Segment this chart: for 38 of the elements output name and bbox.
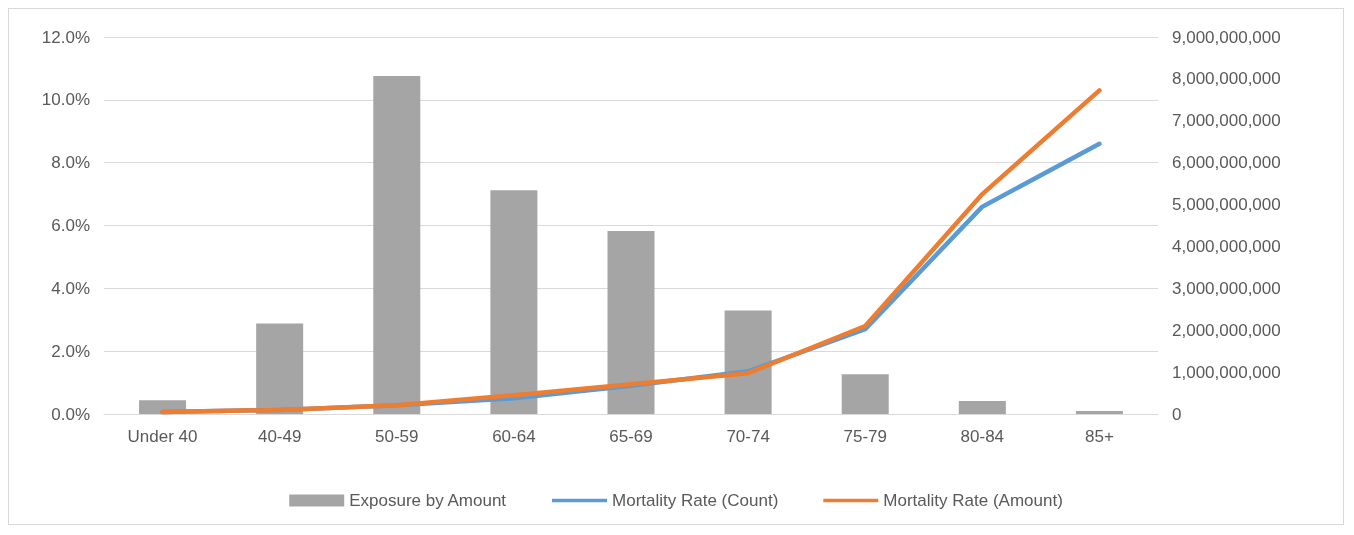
y2-tick-label: 7,000,000,000 xyxy=(1172,111,1281,131)
y2-tick-label: 4,000,000,000 xyxy=(1172,236,1281,256)
y2-tick-label: 6,000,000,000 xyxy=(1172,153,1281,173)
x-tick-label: 70-74 xyxy=(726,427,770,446)
bar xyxy=(841,374,889,414)
bar xyxy=(373,75,421,414)
x-tick-label: 50-59 xyxy=(375,427,419,446)
y-tick-label: 4.0% xyxy=(51,278,90,298)
x-tick-label: 65-69 xyxy=(609,427,653,446)
bar xyxy=(958,401,1006,414)
line-series xyxy=(160,88,1102,415)
y2-tick-label: 1,000,000,000 xyxy=(1172,362,1281,382)
y2-tick-label: 5,000,000,000 xyxy=(1172,195,1281,215)
y-tick-label: 8.0% xyxy=(51,153,90,173)
bar xyxy=(607,230,655,414)
y2-tick-label: 3,000,000,000 xyxy=(1172,278,1281,298)
x-tick-label: 40-49 xyxy=(257,427,302,446)
y-tick-label: 6.0% xyxy=(51,216,90,235)
y2-tick-label: 0 xyxy=(1172,404,1182,424)
y-tick-label: 2.0% xyxy=(51,341,90,361)
bar xyxy=(1075,411,1123,414)
bar xyxy=(490,190,538,414)
x-tick-label: Under 40 xyxy=(127,427,198,446)
bar xyxy=(724,310,772,414)
legend-label: Exposure by Amount xyxy=(349,491,507,510)
x-tick-label: 85+ xyxy=(1085,427,1114,446)
y2-tick-label: 2,000,000,000 xyxy=(1172,320,1281,340)
y2-tick-label: 9,000,000,000 xyxy=(1172,27,1281,47)
x-tick-label: 75-79 xyxy=(843,427,887,446)
y-tick-label: 10.0% xyxy=(41,90,90,110)
legend-label: Mortality Rate (Amount) xyxy=(883,491,1063,510)
x-tick-label: 60-64 xyxy=(492,427,536,446)
y2-tick-label: 8,000,000,000 xyxy=(1172,69,1281,89)
legend-label: Mortality Rate (Count) xyxy=(612,491,779,510)
bar xyxy=(256,323,304,414)
y-tick-label: 0.0% xyxy=(51,404,90,424)
y-tick-label: 12.0% xyxy=(41,27,90,47)
x-tick-label: 80-84 xyxy=(960,427,1005,446)
